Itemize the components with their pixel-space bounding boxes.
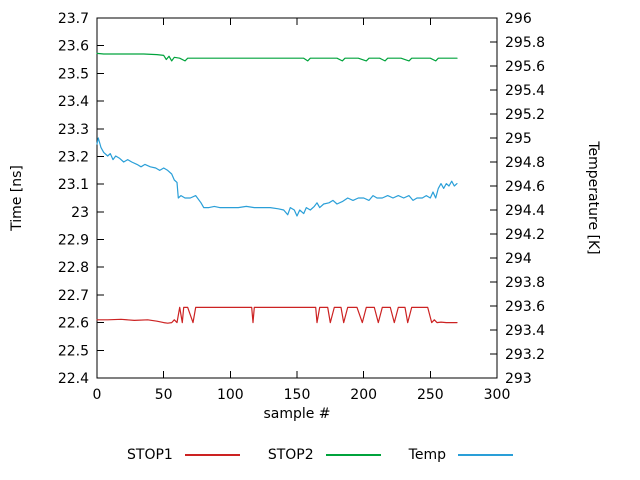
legend-line-stop1 (184, 454, 240, 456)
y-left-tick-label: 23 (71, 205, 89, 221)
y-right-tick-label: 293 (505, 371, 532, 387)
y-axis-label-right: Temperature [K] (585, 141, 601, 255)
x-tick-label: 150 (284, 387, 311, 403)
legend-label-temp: Temp (408, 447, 446, 463)
legend-item-temp: Temp (409, 447, 513, 463)
y-right-tick-label: 293.2 (505, 347, 545, 363)
y-right-tick-label: 294.6 (505, 179, 545, 195)
y-right-tick-label: 293.4 (505, 323, 545, 339)
series-stop2 (96, 52, 458, 62)
legend-label-stop1: STOP1 (127, 447, 173, 463)
y-left-tick-label: 23.6 (58, 39, 89, 55)
x-tick-label: 100 (217, 387, 244, 403)
y-left-tick-label: 22.9 (58, 233, 89, 249)
y-left-tick-label: 23.7 (58, 11, 89, 27)
y-left-tick-label: 22.8 (58, 260, 89, 276)
y-right-tick-label: 296 (505, 11, 532, 27)
y-left-tick-label: 23.1 (58, 177, 89, 193)
legend-label-stop2: STOP2 (267, 447, 314, 463)
y-right-tick-label: 294.2 (505, 227, 545, 243)
y-right-tick-label: 295.2 (505, 107, 545, 123)
y-left-tick-label: 22.5 (58, 343, 89, 359)
y-right-tick-label: 295 (505, 131, 532, 147)
y-right-tick-label: 294 (505, 251, 532, 267)
series-stop1 (96, 306, 458, 324)
x-tick-label: 250 (417, 387, 444, 403)
series-temp (96, 137, 458, 217)
y-left-tick-label: 23.5 (58, 66, 89, 82)
legend-line-temp (457, 454, 513, 456)
x-tick-label: 0 (93, 387, 102, 403)
x-tick-label: 200 (350, 387, 377, 403)
legend-item-stop2: STOP2 (268, 447, 381, 463)
legend: STOP1 STOP2 Temp (0, 447, 640, 463)
y-right-tick-label: 293.6 (505, 299, 545, 315)
y-left-tick-label: 23.2 (58, 149, 89, 165)
y-left-tick-label: 22.7 (58, 288, 89, 304)
legend-item-stop1: STOP1 (127, 447, 240, 463)
y-right-tick-label: 295.4 (505, 83, 545, 99)
y-right-tick-label: 295.8 (505, 35, 545, 51)
y-right-tick-label: 293.8 (505, 275, 545, 291)
x-tick-label: 300 (484, 387, 511, 403)
x-axis-label: sample # (263, 406, 331, 422)
y-axis-label-left: Time [ns] (9, 165, 25, 231)
y-right-tick-label: 294.4 (505, 203, 545, 219)
x-tick-label: 50 (155, 387, 173, 403)
y-left-tick-label: 23.3 (58, 122, 89, 138)
y-left-tick-label: 22.6 (58, 316, 89, 332)
y-left-tick-label: 23.4 (58, 94, 89, 110)
plot-border (96, 17, 498, 379)
y-right-tick-label: 294.8 (505, 155, 545, 171)
legend-line-stop2 (325, 454, 381, 456)
y-left-tick-label: 22.4 (58, 371, 89, 387)
y-right-tick-label: 295.6 (505, 59, 545, 75)
